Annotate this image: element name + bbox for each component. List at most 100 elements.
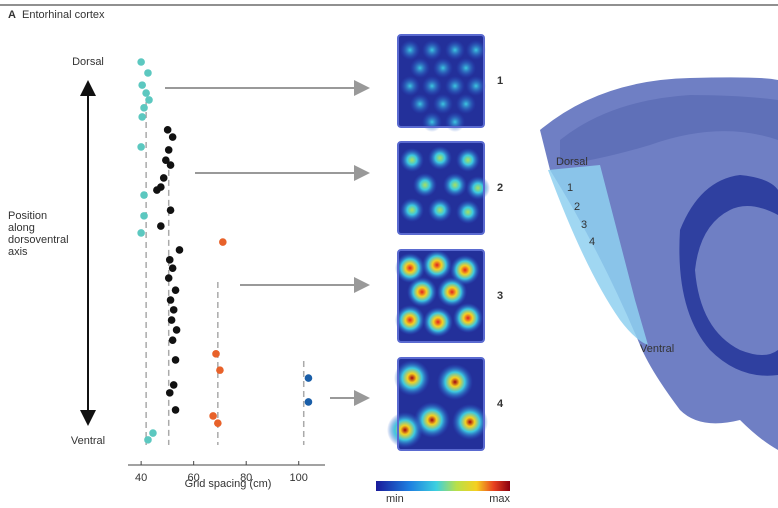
- data-point: [153, 186, 161, 194]
- firing-field: [456, 200, 480, 224]
- layer-label: 4: [589, 236, 595, 248]
- firing-field: [456, 148, 480, 172]
- y-axis-label: Position along dorsoventral axis: [8, 210, 72, 258]
- data-point: [140, 191, 148, 199]
- firing-field: [407, 277, 437, 307]
- firing-field: [410, 58, 430, 78]
- data-point: [144, 69, 152, 77]
- firing-field: [452, 404, 488, 440]
- rate-map-label: 1: [497, 75, 503, 87]
- arrows: [165, 88, 368, 398]
- x-tick-label: 60: [188, 472, 200, 484]
- data-point: [169, 133, 177, 141]
- firing-field: [422, 40, 442, 60]
- x-tick-label: 40: [135, 472, 147, 484]
- firing-field: [456, 58, 476, 78]
- data-point: [138, 113, 146, 121]
- data-point: [167, 161, 175, 169]
- firing-field: [400, 198, 424, 222]
- data-point: [164, 126, 172, 134]
- figure: A Entorhinal cortex Dorsal Ventral 1 2 3…: [0, 0, 778, 508]
- data-point: [219, 238, 227, 246]
- data-point: [169, 264, 177, 272]
- firing-field: [400, 40, 420, 60]
- firing-field: [410, 94, 430, 114]
- panel-label: A: [8, 9, 16, 21]
- firing-field: [466, 176, 490, 200]
- data-point: [166, 389, 174, 397]
- data-point: [165, 146, 173, 154]
- layer-label: 3: [581, 219, 587, 231]
- rate-map: [398, 142, 490, 234]
- firing-field: [453, 303, 483, 333]
- rate-map: [398, 35, 486, 132]
- histology-dorsal: Dorsal: [556, 156, 588, 168]
- firing-field: [400, 76, 420, 96]
- data-point: [172, 406, 180, 414]
- firing-field: [387, 412, 423, 448]
- data-point: [214, 419, 222, 427]
- page: A Entorhinal cortex Dorsal Ventral 1 2 3…: [0, 0, 778, 508]
- y-tick-label: Dorsal: [72, 56, 104, 68]
- data-point: [172, 356, 180, 364]
- histology-ventral: Ventral: [640, 343, 674, 355]
- layer-label: 1: [567, 182, 573, 194]
- firing-field: [400, 148, 424, 172]
- firing-field: [445, 40, 465, 60]
- panel-title: Entorhinal cortex: [22, 9, 105, 21]
- data-point: [137, 143, 145, 151]
- data-point: [168, 316, 176, 324]
- firing-field: [423, 307, 453, 337]
- rate-map: [387, 358, 488, 450]
- firing-field: [445, 76, 465, 96]
- firing-field: [413, 173, 437, 197]
- firing-field: [428, 198, 452, 222]
- firing-field: [443, 173, 467, 197]
- data-point: [149, 429, 157, 437]
- data-point: [212, 350, 220, 358]
- colorbar-min: min: [386, 493, 404, 505]
- data-point: [170, 381, 178, 389]
- colorbar-max: max: [489, 493, 510, 505]
- rate-map: [395, 250, 484, 342]
- data-point: [167, 206, 175, 214]
- data-point: [145, 96, 153, 104]
- y-tick-label: Ventral: [71, 435, 105, 447]
- data-point: [170, 306, 178, 314]
- data-point: [216, 366, 224, 374]
- data-point: [169, 336, 177, 344]
- rate-map-label: 2: [497, 182, 503, 194]
- data-point: [305, 398, 313, 406]
- x-tick-label: 80: [240, 472, 252, 484]
- data-point: [305, 374, 313, 382]
- data-point: [167, 296, 175, 304]
- firing-field: [394, 360, 430, 396]
- data-point: [140, 212, 148, 220]
- data-point: [137, 229, 145, 237]
- data-point: [209, 412, 217, 420]
- data-point: [173, 326, 181, 334]
- firing-field: [428, 146, 452, 170]
- data-point: [137, 58, 145, 66]
- firing-field: [395, 305, 425, 335]
- layer-label: 2: [574, 201, 580, 213]
- firing-field: [433, 58, 453, 78]
- rate-map-label: 3: [497, 290, 503, 302]
- data-point: [144, 436, 152, 444]
- data-point: [172, 286, 180, 294]
- data-point: [166, 256, 174, 264]
- rate-map-label: 4: [497, 398, 504, 410]
- data-point: [160, 174, 168, 182]
- histology: Dorsal Ventral 1 2 3 4: [540, 77, 778, 450]
- firing-field: [422, 250, 452, 280]
- firing-field: [445, 112, 465, 132]
- data-point: [165, 274, 173, 282]
- x-tick-label: 100: [290, 472, 308, 484]
- firing-field: [433, 94, 453, 114]
- firing-field: [422, 112, 442, 132]
- data-point: [157, 222, 165, 230]
- firing-field: [422, 76, 442, 96]
- data-point: [142, 89, 150, 97]
- data-point: [176, 246, 184, 254]
- colorbar: [376, 481, 510, 491]
